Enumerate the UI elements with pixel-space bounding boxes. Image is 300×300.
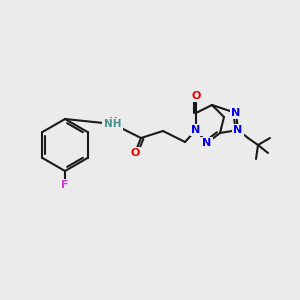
Text: N: N	[233, 125, 243, 135]
Text: H: H	[109, 117, 117, 127]
Text: NH: NH	[104, 119, 122, 129]
Text: N: N	[202, 138, 211, 148]
Text: N: N	[231, 108, 241, 118]
Text: O: O	[130, 148, 140, 158]
Text: F: F	[61, 180, 69, 190]
Text: N: N	[191, 125, 201, 135]
Text: O: O	[191, 91, 201, 101]
Text: N: N	[103, 120, 112, 130]
